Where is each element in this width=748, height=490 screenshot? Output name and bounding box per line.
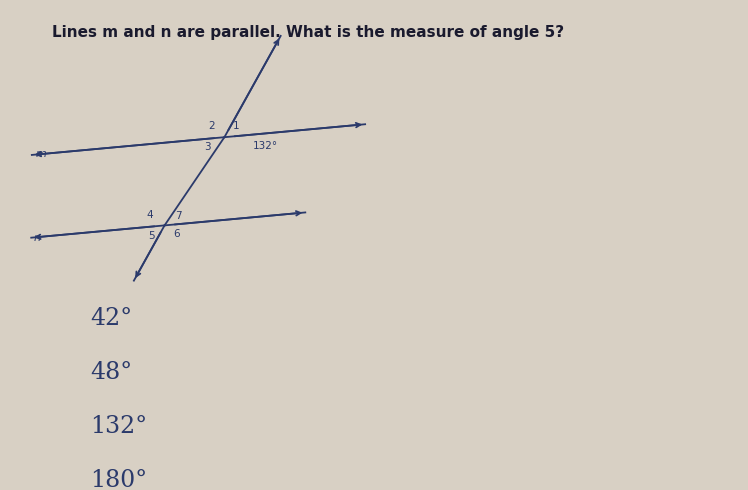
Text: 6: 6	[174, 229, 180, 239]
Text: 48°: 48°	[90, 361, 132, 384]
Text: 5: 5	[148, 231, 154, 241]
Text: 180°: 180°	[90, 469, 147, 490]
Text: 1: 1	[233, 122, 239, 131]
Text: m: m	[36, 149, 46, 159]
Text: 42°: 42°	[90, 307, 132, 330]
Text: 2: 2	[209, 122, 215, 131]
Text: 7: 7	[175, 211, 181, 220]
Text: 3: 3	[205, 142, 211, 152]
Text: 132°: 132°	[90, 415, 147, 438]
Text: 132°: 132°	[253, 141, 278, 151]
Text: n: n	[34, 233, 41, 243]
Text: Lines m and n are parallel. What is the measure of angle 5?: Lines m and n are parallel. What is the …	[52, 24, 565, 40]
Text: 4: 4	[147, 210, 153, 220]
